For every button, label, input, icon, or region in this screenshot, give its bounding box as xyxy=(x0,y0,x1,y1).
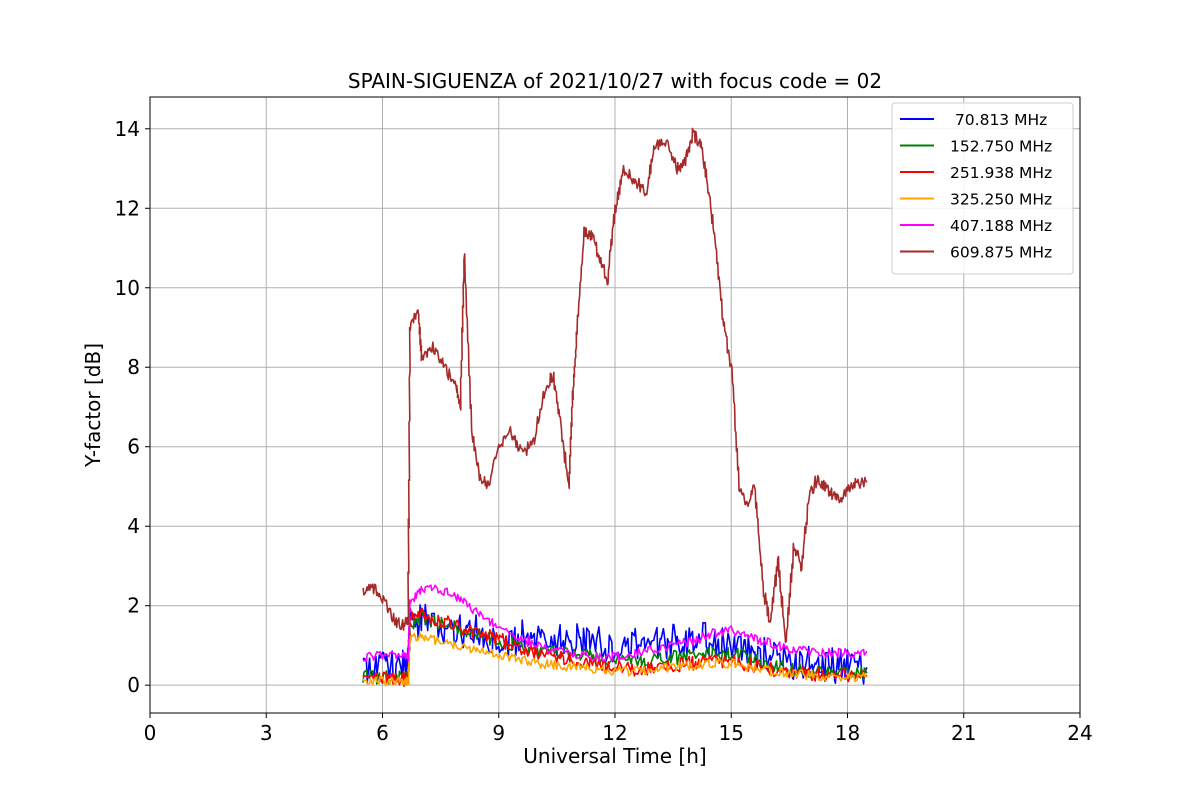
y-tick-label: 0 xyxy=(127,673,140,697)
x-tick-label: 18 xyxy=(835,721,860,745)
series-line xyxy=(362,584,868,662)
x-tick-label: 12 xyxy=(602,721,627,745)
legend-label: 609.875 MHz xyxy=(950,244,1052,262)
y-tick-label: 10 xyxy=(115,276,140,300)
y-tick-label: 14 xyxy=(115,117,140,141)
x-tick-label: 21 xyxy=(951,721,976,745)
y-tick-label: 2 xyxy=(127,594,140,618)
x-tick-label: 0 xyxy=(144,721,157,745)
y-tick-label: 8 xyxy=(127,355,140,379)
x-axis-label: Universal Time [h] xyxy=(523,744,706,768)
legend-label: 407.188 MHz xyxy=(950,217,1052,235)
series-line xyxy=(362,632,868,687)
chart-title: SPAIN-SIGUENZA of 2021/10/27 with focus … xyxy=(348,69,882,93)
x-tick-label: 9 xyxy=(492,721,505,745)
legend: 70.813 MHz 152.750 MHz 251.938 MHz 325.250 … xyxy=(891,102,1074,275)
legend-label: 152.750 MHz xyxy=(950,138,1052,156)
legend-frame xyxy=(891,102,1074,275)
x-tick-label: 15 xyxy=(719,721,744,745)
series-group xyxy=(362,127,868,688)
legend-label: 325.250 MHz xyxy=(950,191,1052,209)
legend-label: 70.813 MHz xyxy=(950,111,1047,129)
series-line xyxy=(362,127,868,644)
x-tick-label: 3 xyxy=(260,721,273,745)
y-axis-label: Y-factor [dB] xyxy=(81,343,105,468)
x-tick-label: 6 xyxy=(376,721,389,745)
legend-label: 251.938 MHz xyxy=(950,164,1052,182)
y-tick-label: 4 xyxy=(127,514,140,538)
y-tick-label: 12 xyxy=(115,196,140,220)
y-tick-label: 6 xyxy=(127,435,140,459)
x-tick-label: 24 xyxy=(1067,721,1092,745)
